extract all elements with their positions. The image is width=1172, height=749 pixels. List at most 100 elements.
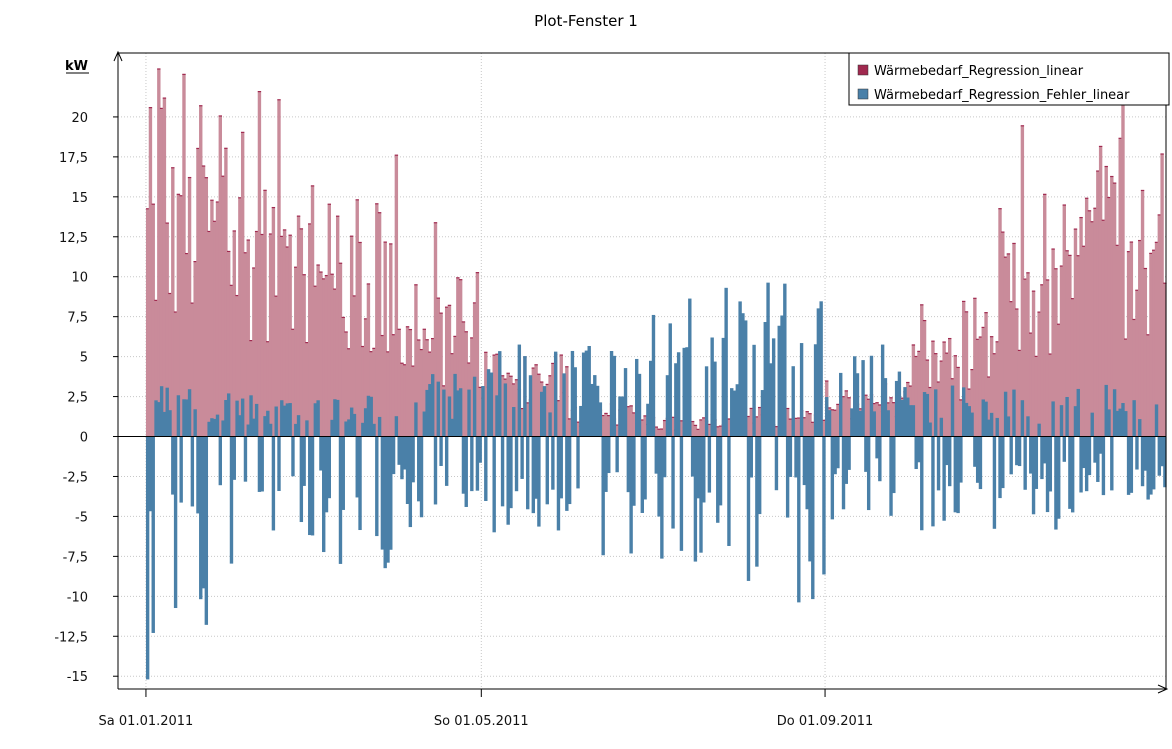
error-bar (752, 344, 756, 437)
heat-bar (182, 74, 186, 437)
error-bar (900, 399, 904, 437)
heat-bar (875, 402, 879, 437)
error-bar (498, 351, 502, 437)
error-bar (218, 436, 223, 486)
heat-bar (199, 105, 203, 437)
error-bar (783, 283, 787, 437)
heat-bar (302, 274, 306, 437)
heat-bar (425, 339, 429, 437)
heat-bar (1070, 298, 1075, 437)
heat-bar (1093, 208, 1097, 437)
error-bar (341, 436, 345, 510)
heat-bar (847, 397, 851, 437)
error-bar (942, 436, 946, 521)
y-tick-label: 7,5 (67, 311, 88, 326)
error-bar (852, 356, 857, 437)
heat-bar (190, 303, 195, 437)
error-bar (595, 385, 600, 437)
error-bar (349, 407, 354, 437)
error-bar (584, 350, 589, 437)
heat-bar (282, 229, 287, 437)
heat-bar (1026, 272, 1030, 437)
error-bar (1059, 405, 1064, 437)
heat-bar (1057, 324, 1061, 437)
heat-bar (500, 375, 505, 437)
heat-bar (363, 318, 368, 437)
error-bar (749, 436, 753, 478)
heat-bar (1146, 334, 1150, 437)
error-bar (467, 389, 471, 437)
heat-bar (1107, 197, 1111, 437)
error-bar (1073, 406, 1078, 437)
error-bar (369, 396, 373, 437)
y-tick-label: 15 (71, 191, 88, 206)
heat-bar (785, 408, 790, 437)
heat-bar (953, 355, 957, 437)
error-bar (878, 436, 882, 482)
heat-bar (422, 329, 427, 437)
error-bar (959, 436, 963, 483)
error-bar (755, 436, 759, 567)
heat-bar (436, 298, 440, 437)
error-bar (366, 395, 371, 437)
error-bar (383, 436, 387, 569)
error-bar (405, 436, 410, 505)
error-bar (481, 386, 485, 437)
error-bar (928, 422, 932, 437)
error-bar (299, 436, 304, 523)
error-bar (1149, 436, 1153, 495)
error-bar (322, 436, 326, 553)
heat-bar (690, 421, 695, 437)
heat-bar (716, 426, 720, 437)
heat-bar (324, 275, 329, 437)
error-bar (288, 403, 292, 437)
heat-bar (755, 416, 759, 437)
error-bar (1110, 436, 1114, 491)
error-bar (866, 436, 871, 511)
heat-bar (193, 261, 197, 437)
heat-bar (1115, 245, 1120, 437)
heat-bar (400, 363, 404, 437)
error-bar (207, 421, 211, 437)
heat-bar (1029, 333, 1033, 437)
heat-bar (151, 204, 155, 437)
error-bar (548, 412, 552, 437)
error-bar (710, 337, 714, 437)
error-bar (811, 436, 815, 600)
y-tick-label: 20 (71, 111, 88, 126)
heat-bar (229, 285, 234, 437)
heat-bar (942, 342, 946, 437)
error-bar (760, 390, 765, 437)
error-bar (668, 323, 672, 437)
error-bar (252, 418, 256, 437)
error-bar (1090, 412, 1094, 437)
error-bar (601, 436, 605, 556)
error-bar (1118, 408, 1122, 437)
error-bar (615, 436, 619, 473)
error-bar (148, 436, 153, 512)
heat-bar (615, 425, 619, 437)
error-bar (788, 436, 793, 477)
heat-bar (165, 223, 169, 437)
heat-bar (559, 355, 563, 437)
error-bar (682, 347, 686, 437)
heat-bar (341, 317, 345, 437)
heat-bar (238, 197, 242, 437)
heat-bar (604, 413, 608, 437)
error-bar (1079, 436, 1083, 493)
heat-bar (526, 402, 530, 437)
heat-bar (978, 337, 983, 437)
error-bar (1135, 436, 1139, 470)
error-bar (841, 436, 846, 510)
error-bar (612, 355, 617, 437)
error-bar (648, 360, 653, 437)
error-bar (436, 381, 440, 437)
error-bar (294, 423, 298, 437)
error-bar (665, 375, 670, 437)
error-bar (185, 399, 189, 437)
heat-bar (1015, 309, 1019, 437)
error-bar (1017, 436, 1022, 467)
error-bar (822, 436, 826, 575)
heat-bar (240, 132, 245, 437)
